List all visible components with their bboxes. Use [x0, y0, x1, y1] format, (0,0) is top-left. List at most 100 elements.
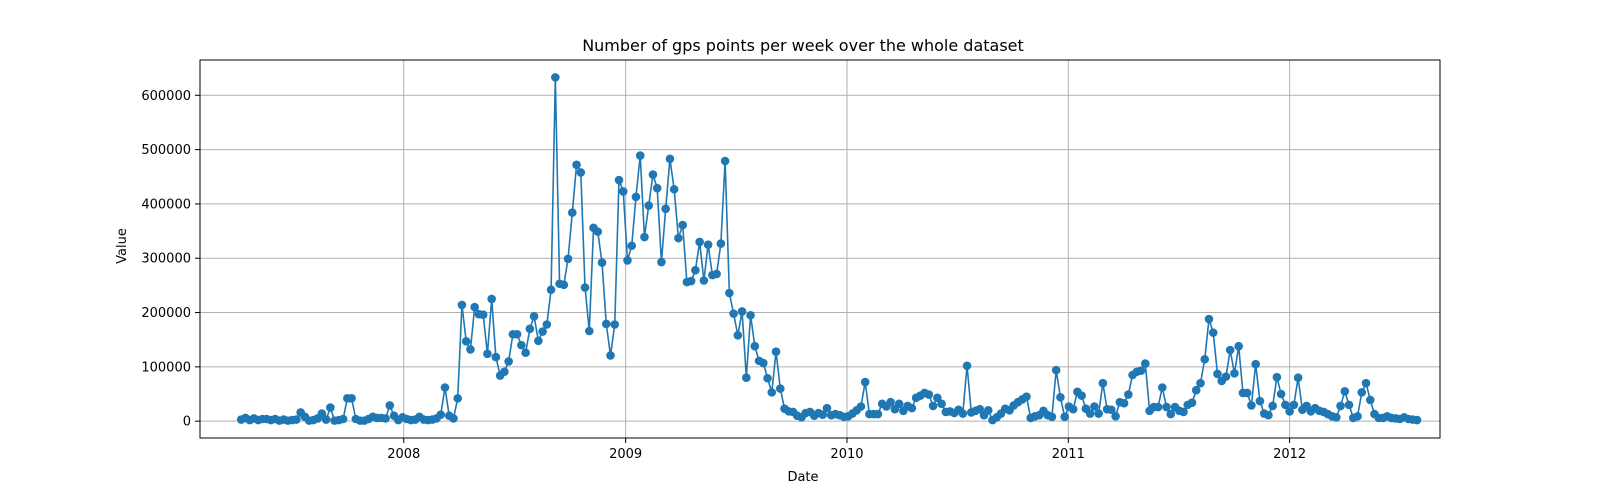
data-point [763, 373, 772, 383]
data-point [453, 394, 463, 403]
data-point [1136, 366, 1146, 375]
data-point [1353, 411, 1362, 421]
data-point [631, 192, 641, 202]
data-point [317, 409, 327, 418]
data-point [1264, 410, 1273, 420]
data-point [695, 237, 704, 247]
data-point [1412, 415, 1422, 425]
chart-title: Number of gps points per week over the w… [582, 36, 1024, 55]
data-point [529, 312, 539, 321]
data-point [678, 220, 687, 230]
data-point [1247, 401, 1256, 410]
data-point [292, 415, 301, 424]
data-point [1094, 409, 1103, 418]
data-point [669, 184, 679, 194]
y-axis-label: Value [115, 228, 130, 264]
data-point [1336, 401, 1345, 411]
data-point [478, 310, 488, 320]
data-point [504, 357, 513, 366]
data-point [1162, 402, 1171, 412]
data-point [1124, 390, 1133, 399]
y-tick-label: 100000 [141, 360, 191, 375]
data-point [618, 187, 628, 196]
data-point [321, 415, 331, 424]
data-point [686, 276, 696, 286]
data-point [746, 310, 755, 320]
data-point [1068, 404, 1078, 414]
data-point [818, 410, 828, 419]
data-point [1221, 372, 1231, 381]
data-point [1242, 388, 1252, 398]
data-point [822, 403, 832, 413]
data-point [1141, 359, 1150, 368]
data-point [1077, 391, 1086, 400]
data-point [856, 402, 866, 411]
data-point [1340, 386, 1350, 396]
data-point [657, 257, 666, 267]
data-point [542, 320, 552, 329]
data-point [1022, 392, 1031, 402]
data-point [775, 384, 785, 393]
y-tick-label: 500000 [141, 143, 191, 158]
axes-frame [199, 59, 1441, 439]
data-point [1196, 378, 1205, 388]
data-point [640, 232, 649, 242]
data-point [1281, 400, 1290, 410]
data-point [894, 399, 904, 409]
data-point [1332, 413, 1341, 422]
data-point [1098, 378, 1108, 388]
data-point [1357, 388, 1367, 397]
data-point [648, 170, 658, 179]
data-point [720, 156, 730, 166]
data-point [1268, 401, 1277, 411]
data-point [1187, 398, 1197, 408]
data-point [576, 168, 586, 177]
data-point [1085, 409, 1095, 418]
data-point [483, 349, 492, 359]
data-point [1272, 372, 1282, 382]
x-tick-label: 2010 [830, 447, 863, 462]
data-point [1361, 378, 1371, 388]
data-point [466, 345, 475, 354]
data-point [933, 393, 942, 403]
data-point [610, 320, 620, 329]
data-point [928, 401, 938, 411]
data-point [674, 233, 683, 243]
data-point [1200, 354, 1210, 364]
data-point [326, 403, 335, 412]
data-point [449, 414, 458, 423]
data-point [601, 319, 611, 329]
data-point [703, 240, 713, 249]
data-point [440, 383, 450, 392]
data-point [593, 227, 603, 236]
x-tick-label: 2009 [609, 447, 642, 462]
data-point [517, 340, 526, 350]
data-point [716, 239, 726, 248]
data-point [1204, 314, 1214, 324]
data-point [737, 307, 747, 316]
data-point [975, 404, 985, 414]
data-point [1230, 369, 1239, 378]
x-axis-label: Date [787, 470, 818, 485]
data-point [691, 265, 700, 275]
data-point [635, 151, 645, 160]
x-tick-label: 2008 [387, 447, 420, 462]
data-point [338, 414, 348, 424]
data-point [1213, 369, 1222, 379]
x-tick-label: 2012 [1273, 447, 1306, 462]
data-point [1208, 328, 1218, 337]
data-point [1191, 385, 1201, 395]
data-point [580, 283, 590, 292]
data-point [860, 377, 870, 387]
data-point [563, 254, 573, 264]
data-point [1365, 395, 1375, 405]
data-point [436, 410, 446, 419]
data-point [652, 183, 662, 193]
data-point [767, 388, 777, 397]
data-point [521, 348, 530, 358]
data-point [1166, 409, 1176, 419]
data-point [525, 324, 535, 334]
data-point [457, 300, 467, 310]
data-point [924, 390, 934, 399]
